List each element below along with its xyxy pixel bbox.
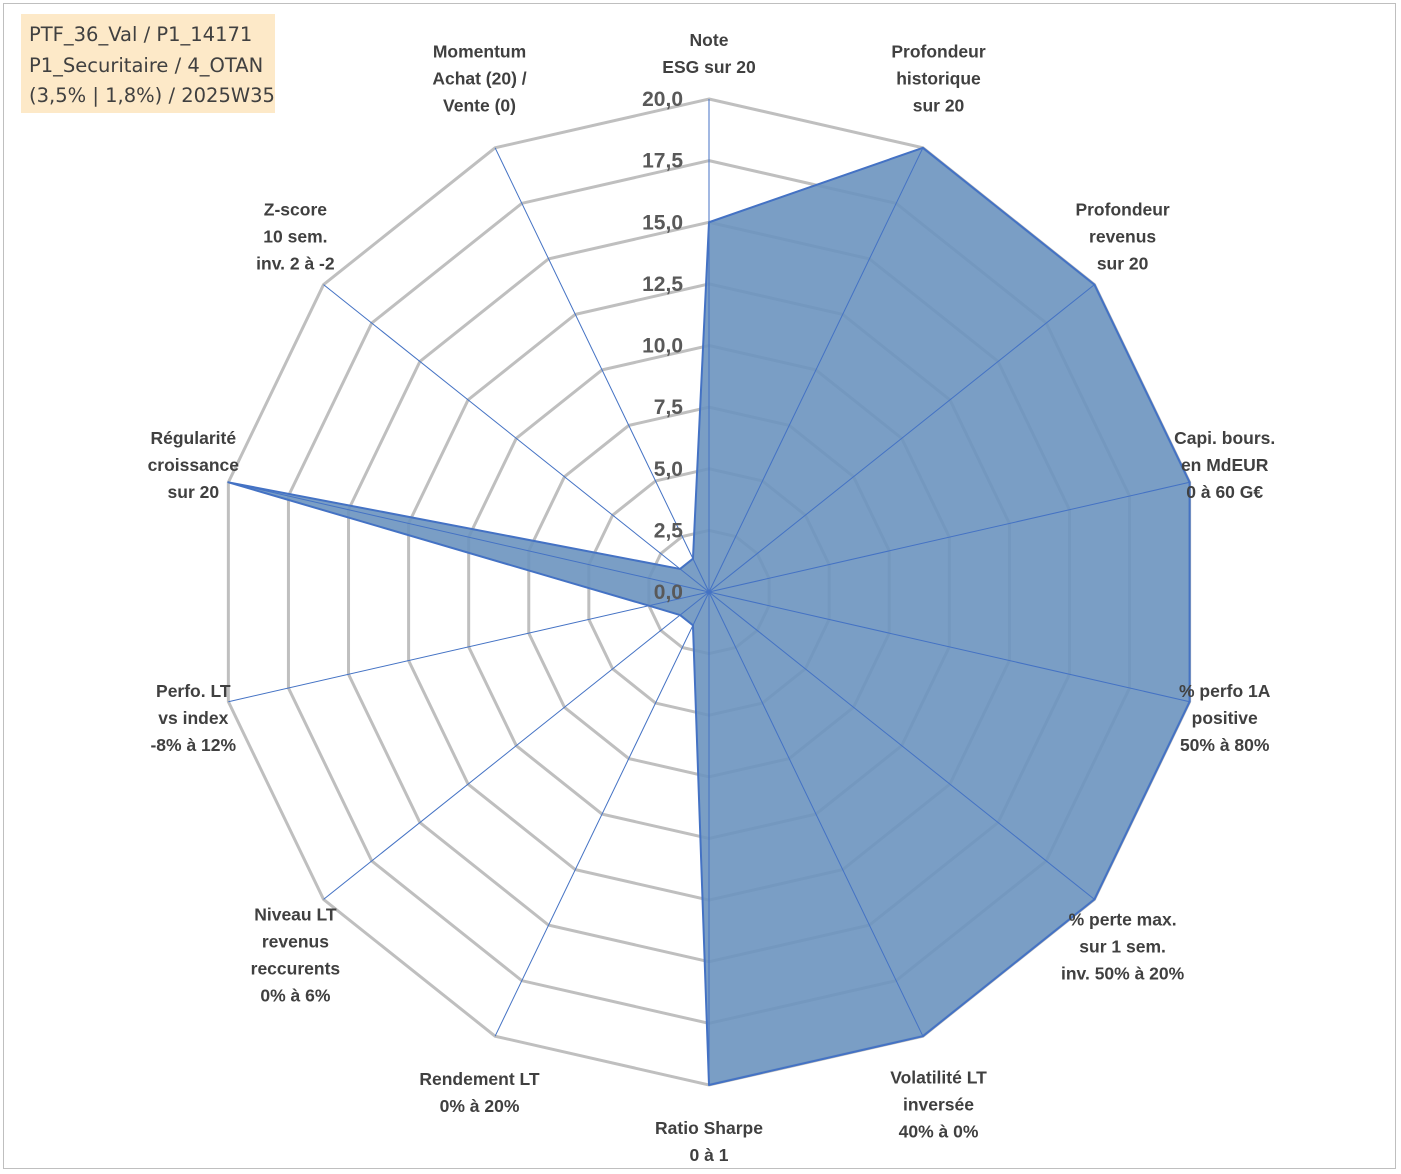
axis-label-6: Volatilité LT inversée 40% à 0% [890, 1068, 987, 1142]
axis-label-7-line-0: Ratio Sharpe [655, 1118, 763, 1138]
axis-spoke-3 [708, 481, 1190, 593]
axis-label-11-line-2: sur 20 [168, 482, 220, 502]
axis-label-2: Profondeur revenus sur 20 [1075, 199, 1169, 273]
axis-label-9-line-0: Niveau LT [254, 905, 337, 925]
axis-label-13-line-1: Achat (20) / [432, 68, 526, 88]
tick-label-2: 5,0 [654, 458, 683, 481]
axis-label-4-line-1: positive [1192, 708, 1258, 728]
axis-spoke-2 [708, 284, 1095, 593]
tick-label-6: 15,0 [642, 211, 683, 234]
axis-label-4: % perfo 1A positive 50% à 80% [1179, 681, 1271, 755]
axis-spoke-5 [708, 591, 1095, 900]
axis-label-3-line-1: en MdEUR [1181, 455, 1269, 475]
tick-label-4: 10,0 [642, 335, 683, 358]
axis-spoke-8 [494, 591, 710, 1037]
axis-label-9-line-2: reccurents [251, 959, 341, 979]
axis-label-4-line-2: 50% à 80% [1180, 735, 1270, 755]
info-line-2: P1_Securitaire / 4_OTAN [29, 53, 264, 77]
axis-label-12-line-0: Z-score [264, 199, 327, 219]
axis-label-8-line-0: Rendement LT [419, 1069, 540, 1089]
tick-label-7: 17,5 [642, 150, 683, 173]
radar-ticks: 0,0 2,5 5,0 7,5 10,0 12,5 15,0 17,5 20,0 [642, 88, 683, 604]
axis-label-11-line-0: Régularité [151, 428, 237, 448]
axis-spoke-10 [228, 591, 710, 703]
axis-spoke-4 [708, 591, 1190, 703]
axis-label-10-line-2: -8% à 12% [150, 735, 236, 755]
axis-label-1-line-2: sur 20 [913, 95, 965, 115]
axis-spoke-1 [708, 147, 924, 593]
axis-spoke-11 [228, 481, 710, 593]
axis-spoke-13 [494, 147, 710, 593]
axis-label-13-line-0: Momentum [433, 41, 526, 61]
axis-label-0: Note ESG sur 20 [662, 30, 756, 77]
axis-label-9-line-3: 0% à 6% [260, 986, 330, 1006]
axis-spoke-12 [323, 284, 710, 593]
info-line-3: (3,5% | 1,8%) / 2025W35 [29, 84, 275, 107]
axis-label-1: Profondeur historique sur 20 [891, 41, 985, 115]
axis-label-13: Momentum Achat (20) / Vente (0) [432, 41, 526, 115]
axis-label-5-line-2: inv. 50% à 20% [1061, 964, 1185, 984]
axis-label-0-line-0: Note [690, 30, 729, 50]
axis-label-3-line-2: 0 à 60 G€ [1186, 482, 1263, 502]
axis-label-6-line-1: inversée [903, 1095, 974, 1115]
axis-label-4-line-0: % perfo 1A [1179, 681, 1271, 701]
tick-label-8: 20,0 [642, 88, 683, 111]
axis-label-3-line-0: Capi. bours. [1174, 428, 1275, 448]
axis-label-1-line-1: historique [896, 68, 981, 88]
axis-label-2-line-2: sur 20 [1097, 253, 1149, 273]
axis-label-6-line-0: Volatilité LT [890, 1068, 987, 1088]
tick-label-3: 7,5 [654, 396, 684, 419]
axis-label-13-line-2: Vente (0) [443, 95, 516, 115]
axis-label-7: Ratio Sharpe 0 à 1 [655, 1118, 763, 1165]
axis-spoke-6 [708, 591, 924, 1037]
axis-label-10-line-1: vs index [158, 708, 228, 728]
axis-label-11: Régularité croissance sur 20 [148, 428, 240, 502]
axis-label-7-line-1: 0 à 1 [690, 1145, 729, 1165]
axis-label-10-line-0: Perfo. LT [156, 681, 231, 701]
axis-label-2-line-1: revenus [1089, 226, 1156, 246]
axis-label-5-line-0: % perte max. [1069, 910, 1177, 930]
axis-label-1-line-0: Profondeur [891, 41, 985, 61]
axis-label-12-line-1: 10 sem. [263, 226, 327, 246]
axis-label-8: Rendement LT 0% à 20% [419, 1069, 540, 1116]
radar-axis-labels: Note ESG sur 20 Profondeur historique sur 20… [148, 30, 1276, 1165]
info-box: PTF_36_Val / P1_14171 P1_Securitaire / 4… [21, 14, 275, 113]
tick-label-1: 2,5 [654, 519, 684, 542]
axis-label-2-line-0: Profondeur [1075, 199, 1169, 219]
axis-label-5: % perte max. sur 1 sem. inv. 50% à 20% [1061, 910, 1185, 984]
axis-label-0-line-1: ESG sur 20 [662, 57, 756, 77]
info-line-1: PTF_36_Val / P1_14171 [29, 23, 253, 46]
axis-label-10: Perfo. LT vs index -8% à 12% [150, 681, 236, 755]
axis-label-3: Capi. bours. en MdEUR 0 à 60 G€ [1174, 428, 1275, 502]
axis-label-9-line-1: revenus [262, 932, 329, 952]
axis-label-5-line-1: sur 1 sem. [1079, 937, 1166, 957]
axis-label-12: Z-score 10 sem. inv. 2 à -2 [256, 199, 335, 273]
axis-spoke-9 [323, 591, 710, 900]
axis-label-11-line-1: croissance [148, 455, 240, 475]
axis-label-6-line-2: 40% à 0% [899, 1122, 979, 1142]
tick-label-0: 0,0 [654, 581, 683, 604]
tick-label-5: 12,5 [642, 273, 683, 296]
axis-label-9: Niveau LT revenus reccurents 0% à 6% [251, 905, 341, 1006]
radar-spokes [228, 99, 1190, 1085]
axis-label-12-line-2: inv. 2 à -2 [256, 253, 335, 273]
axis-label-8-line-1: 0% à 20% [440, 1096, 520, 1116]
